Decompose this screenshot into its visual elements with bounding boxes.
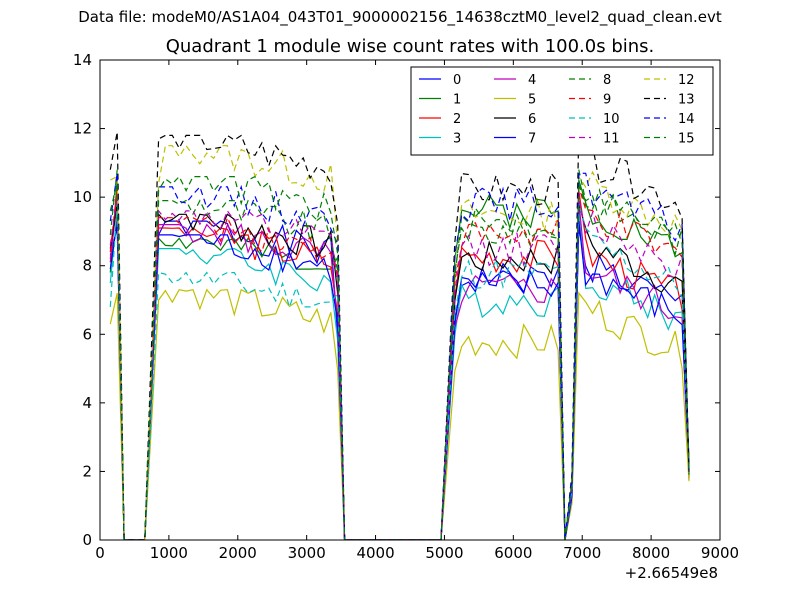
series-line-9	[109, 186, 690, 540]
legend-label: 1	[453, 93, 461, 108]
x-offset-label: +2.66549e8	[625, 564, 718, 582]
y-tick-label: 2	[82, 462, 92, 480]
legend-label: 12	[678, 73, 695, 88]
legend-label: 11	[603, 132, 620, 147]
x-tick-label: 3000	[288, 544, 326, 562]
x-tick-label: 8000	[632, 544, 670, 562]
legend-label: 2	[453, 112, 461, 127]
x-tick-label: 9000	[701, 544, 739, 562]
x-tick-label: 5000	[425, 544, 463, 562]
y-tick-label: 14	[73, 51, 92, 69]
series-line-15	[109, 175, 690, 540]
legend-box	[410, 66, 714, 156]
x-tick-label: 2000	[219, 544, 257, 562]
y-tick-label: 8	[82, 257, 92, 275]
y-tick-label: 0	[82, 531, 92, 549]
series-line-13	[109, 131, 690, 540]
y-tick-label: 6	[82, 325, 92, 343]
legend-label: 0	[453, 73, 461, 88]
series-line-5	[109, 288, 690, 540]
legend-label: 7	[528, 132, 536, 147]
legend-label: 10	[603, 112, 620, 127]
x-tick-label: 6000	[494, 544, 532, 562]
legend-label: 9	[603, 93, 611, 108]
legend-label: 8	[603, 73, 611, 88]
legend-label: 6	[528, 112, 536, 127]
chart-title: Quadrant 1 module wise count rates with …	[165, 36, 655, 57]
series-line-1	[109, 179, 690, 540]
legend-label: 15	[678, 132, 695, 147]
series-line-0	[109, 220, 690, 540]
legend-label: 14	[678, 112, 695, 127]
y-tick-label: 12	[73, 120, 92, 138]
y-tick-label: 10	[73, 188, 92, 206]
series-line-11	[109, 196, 690, 540]
series-layer	[109, 131, 690, 540]
series-line-2	[109, 190, 690, 540]
data-file-suptitle: Data file: modeM0/AS1A04_043T01_90000021…	[78, 8, 722, 26]
plot-frame	[99, 59, 721, 541]
x-tick-label: 1000	[150, 544, 188, 562]
legend-label: 5	[528, 93, 536, 108]
series-line-4	[109, 200, 690, 540]
legend-label: 4	[528, 73, 536, 88]
legend-label: 13	[678, 93, 695, 108]
y-tick-label: 4	[82, 394, 92, 412]
series-line-3	[109, 210, 690, 540]
series-line-7	[109, 221, 690, 540]
series-line-6	[109, 203, 690, 540]
series-line-14	[109, 172, 690, 540]
x-tick-label: 4000	[356, 544, 394, 562]
axes-ticks: 0 1000 2000 3000 4000 5000 6000 7000 8000 9000 0 2 4…	[73, 51, 739, 562]
x-tick-label: 7000	[563, 544, 601, 562]
x-tick-label: 0	[95, 544, 105, 562]
legend-label: 3	[453, 132, 461, 147]
